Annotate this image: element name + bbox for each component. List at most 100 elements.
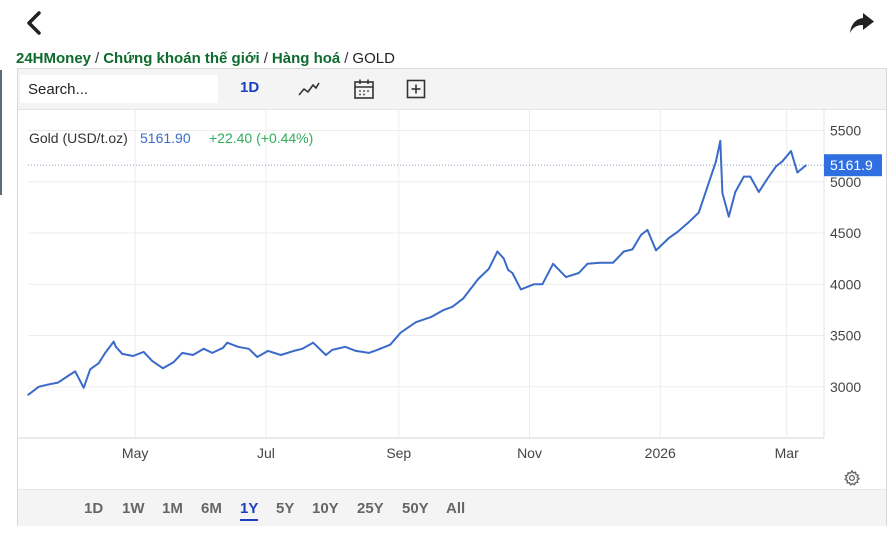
y-tick-label: 3000 — [830, 379, 861, 395]
data-point — [172, 361, 175, 363]
data-point — [520, 288, 522, 291]
data-point — [400, 331, 402, 334]
data-point — [743, 175, 745, 178]
data-point — [612, 261, 614, 264]
y-tick-label: 3500 — [830, 328, 861, 344]
data-point — [766, 177, 769, 180]
data-point — [325, 354, 327, 356]
range-button-10y[interactable]: 10Y — [312, 500, 339, 517]
data-point — [162, 367, 164, 370]
data-point — [477, 278, 479, 280]
breadcrumb-link-world-stocks[interactable]: Chứng khoán thế giới — [103, 50, 260, 67]
data-point — [104, 352, 106, 354]
data-point — [82, 387, 85, 389]
legend-price: 5161.90 — [140, 130, 191, 146]
data-point — [312, 341, 314, 344]
data-point — [631, 248, 634, 251]
x-tick-label: 2026 — [645, 445, 676, 461]
data-point — [142, 351, 145, 353]
data-point — [192, 354, 194, 356]
data-point — [676, 231, 679, 233]
legend-symbol: Gold (USD/t.oz) — [29, 130, 128, 146]
data-point — [97, 362, 100, 364]
data-point — [805, 164, 807, 166]
data-point — [89, 368, 91, 371]
data-point — [27, 394, 29, 396]
data-point — [211, 352, 214, 354]
y-tick-label: 5500 — [830, 123, 861, 139]
data-point — [226, 341, 229, 344]
y-tick-label: 5000 — [830, 174, 861, 190]
top-nav-bar — [0, 0, 895, 46]
share-button[interactable] — [847, 8, 877, 38]
data-point — [256, 356, 259, 358]
last-price-tag: 5161.9 — [824, 154, 882, 177]
price-chart[interactable]: 3000 3500 4000 4500 5000 5500 May Jul Sep Nov 2026… — [18, 110, 886, 486]
range-button-all[interactable]: All — [446, 500, 466, 517]
data-point — [758, 191, 760, 193]
data-point — [586, 263, 589, 265]
data-point — [280, 354, 282, 356]
data-point — [541, 283, 544, 286]
range-button-1m[interactable]: 1M — [162, 500, 183, 517]
data-point — [57, 381, 59, 384]
share-arrow-icon — [850, 13, 874, 33]
data-point — [496, 250, 499, 253]
data-point — [599, 261, 601, 264]
data-point — [181, 352, 184, 354]
data-point — [74, 370, 76, 373]
calendar-icon[interactable] — [352, 77, 376, 101]
chevron-left-icon — [27, 11, 41, 35]
data-point — [222, 347, 224, 349]
data-point — [37, 386, 40, 388]
data-point — [443, 309, 445, 311]
data-point — [67, 374, 70, 377]
legend-change: +22.40 (+0.44%) — [209, 130, 313, 146]
breadcrumb-separator: / — [95, 50, 100, 67]
data-point — [698, 211, 700, 214]
data-point — [734, 191, 737, 193]
data-point — [511, 272, 514, 274]
data-point — [115, 346, 117, 348]
data-point — [728, 215, 730, 218]
data-point — [721, 192, 724, 194]
gear-icon[interactable] — [843, 469, 861, 487]
chart-toolbar: 1D — [18, 69, 886, 110]
data-point — [389, 343, 392, 346]
range-button-1w[interactable]: 1W — [122, 500, 145, 517]
range-button-1y[interactable]: 1Y — [240, 500, 259, 521]
range-button-1d[interactable]: 1D — [84, 500, 104, 517]
breadcrumb-link-commodities[interactable]: Hàng hoá — [271, 50, 341, 67]
price-tag-value: 5161.9 — [830, 157, 873, 173]
data-point — [749, 175, 752, 178]
range-button-50y[interactable]: 50Y — [402, 500, 429, 517]
range-button-6m[interactable]: 6M — [201, 500, 222, 517]
interval-button[interactable]: 1D — [240, 79, 260, 96]
symbol-search-input[interactable] — [20, 75, 218, 103]
breadcrumb-separator: / — [344, 50, 349, 67]
range-button-25y[interactable]: 25Y — [357, 500, 384, 517]
chart-widget: 1D 3000 3500 4000 4500 5000 5500 May Jul Sep Nov 2… — [17, 68, 887, 526]
data-point — [451, 306, 454, 308]
breadcrumb-separator: / — [263, 50, 268, 67]
data-point — [719, 140, 722, 142]
x-tick-label: Sep — [386, 445, 411, 461]
back-button[interactable] — [20, 8, 50, 38]
page-edge-strip — [0, 70, 2, 195]
data-point — [578, 272, 580, 274]
data-point — [781, 160, 784, 163]
data-point — [775, 165, 777, 168]
price-tag-background — [824, 154, 882, 177]
data-point — [646, 229, 649, 231]
range-button-5y[interactable]: 5Y — [276, 500, 295, 517]
data-point — [488, 268, 490, 270]
breadcrumb-link-home[interactable]: 24HMoney — [16, 50, 92, 67]
x-tick-label: Jul — [257, 445, 275, 461]
data-point — [46, 383, 49, 386]
data-point — [121, 353, 124, 355]
data-point — [503, 257, 505, 260]
add-indicator-icon[interactable] — [404, 77, 428, 101]
data-point — [462, 297, 464, 300]
x-tick-label: May — [122, 445, 148, 461]
line-chart-icon[interactable] — [297, 77, 321, 101]
